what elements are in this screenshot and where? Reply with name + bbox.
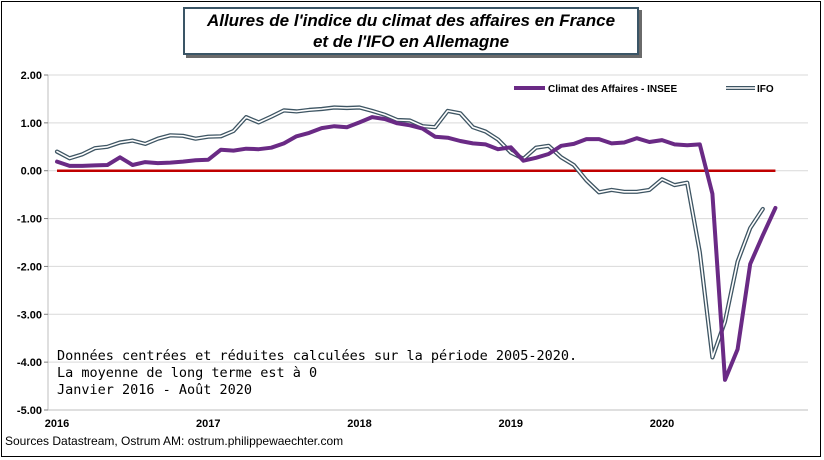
series-line-insee xyxy=(55,115,778,382)
legend-label-insee: Climat des Affaires - INSEE xyxy=(548,84,677,95)
y-tick-label: -1.00 xyxy=(17,214,42,226)
annotation-line-1: Données centrées et réduites calculées s… xyxy=(57,348,578,364)
annotation-line-3: Janvier 2016 - Août 2020 xyxy=(57,382,253,398)
legend: Climat des Affaires - INSEE IFO xyxy=(514,84,774,95)
series-layer xyxy=(54,105,778,382)
y-tick-label: 2.00 xyxy=(21,70,42,82)
x-tick-label: 2019 xyxy=(499,418,523,430)
x-tick-label: 2018 xyxy=(347,418,371,430)
series-line-ifo-inner xyxy=(56,106,764,359)
x-axis: 2016 2017 2018 2019 2020 xyxy=(45,418,674,430)
y-tick-label: -3.00 xyxy=(17,309,42,321)
y-tick-label: 1.00 xyxy=(21,118,42,130)
series-line-ifo xyxy=(54,105,765,360)
y-tick-label: -2.00 xyxy=(17,261,42,273)
source-note: Sources Datastream, Ostrum AM: ostrum.ph… xyxy=(5,434,344,448)
annotation-line-2: La moyenne de long terme est à 0 xyxy=(57,365,318,381)
x-tick-label: 2017 xyxy=(196,418,220,430)
legend-label-ifo: IFO xyxy=(757,84,774,95)
y-axis: 2.00 1.00 0.00 -1.00 -2.00 -3.00 -4.00 -5.00 xyxy=(17,70,48,417)
chart-annotation: Données centrées et réduites calculées s… xyxy=(57,348,577,399)
y-tick-label: -5.00 xyxy=(17,405,42,417)
y-tick-label: -4.00 xyxy=(17,357,42,369)
y-tick-label: 0.00 xyxy=(21,166,42,178)
x-tick-label: 2020 xyxy=(650,418,674,430)
chart-title: Allures de l'indice du climat des affair… xyxy=(183,7,639,55)
x-tick-label: 2016 xyxy=(45,418,69,430)
chart-title-line-1: Allures de l'indice du climat des affair… xyxy=(206,11,616,30)
chart-title-line-2: et de l'IFO en Allemagne xyxy=(312,32,510,51)
